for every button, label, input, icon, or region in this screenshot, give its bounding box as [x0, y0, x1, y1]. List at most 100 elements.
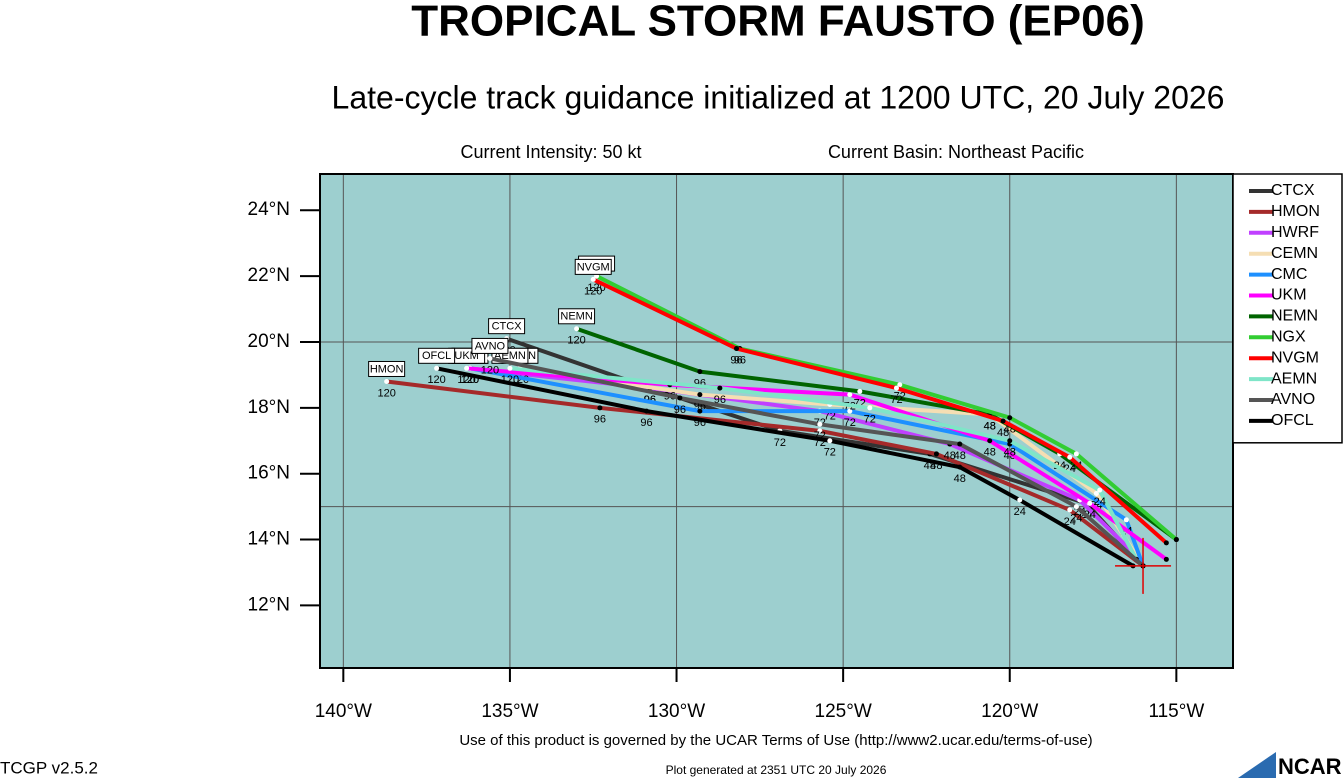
- track-point: [817, 421, 823, 427]
- y-tick-label: 24°N: [248, 199, 290, 220]
- track-point: [1093, 490, 1099, 496]
- legend-label: AEMN: [1271, 370, 1317, 387]
- track-point: [857, 388, 863, 394]
- model-label: CTCX: [492, 321, 523, 333]
- hour-label: 72: [864, 414, 876, 426]
- track-point: [897, 382, 903, 388]
- hour-label: 96: [734, 354, 746, 366]
- hour-label: 48: [954, 473, 966, 485]
- hour-label: 24: [1070, 513, 1082, 525]
- track-point: [384, 378, 390, 384]
- track-point: [487, 355, 493, 361]
- track-point: [434, 365, 440, 371]
- legend-label: NEMN: [1271, 308, 1318, 325]
- model-label: OFCL: [422, 350, 451, 362]
- legend-label: NVGM: [1271, 349, 1319, 366]
- x-tick-label: 125°W: [815, 701, 872, 722]
- track-point: [957, 441, 963, 447]
- x-tick-label: 130°W: [648, 701, 705, 722]
- model-box: [488, 318, 526, 335]
- track-point: [697, 392, 703, 398]
- track-line: [469, 366, 1145, 567]
- hour-label: 48: [944, 450, 956, 462]
- track-point: [1123, 517, 1129, 523]
- y-tick-label: 14°N: [248, 529, 290, 550]
- track-point: [893, 385, 899, 391]
- hour-label: 120: [377, 387, 395, 399]
- chart-subtitle: Late-cycle track guidance initialized at…: [332, 79, 1225, 115]
- track-point: [827, 438, 833, 444]
- track-point: [734, 346, 740, 352]
- model-label: NVGM: [577, 261, 610, 273]
- y-tick-label: 12°N: [248, 594, 290, 615]
- track-point: [1163, 556, 1169, 562]
- track-line: [592, 277, 1168, 545]
- legend-label: NGX: [1271, 329, 1306, 346]
- track-point: [1073, 451, 1079, 457]
- legend-label: OFCL: [1271, 412, 1314, 429]
- hour-label: 48: [1004, 447, 1016, 459]
- track-point: [1067, 507, 1073, 513]
- hour-label: 48: [954, 450, 966, 462]
- hour-label: 24: [1014, 506, 1026, 518]
- hour-label: 96: [674, 404, 686, 416]
- hour-label: 24: [1094, 496, 1106, 508]
- track-point: [697, 408, 703, 414]
- track-line: [489, 356, 1145, 568]
- hour-label: 120: [481, 364, 499, 376]
- y-tick-label: 20°N: [248, 331, 290, 352]
- x-tick-label: 115°W: [1148, 701, 1204, 722]
- basin: Current Basin: Northeast Pacific: [828, 142, 1084, 162]
- legend-label: CMC: [1271, 266, 1307, 283]
- track-point: [1097, 487, 1103, 493]
- track-line: [509, 366, 1139, 561]
- model-box: [574, 258, 612, 275]
- legend-label: HMON: [1271, 203, 1320, 220]
- track-point: [464, 365, 470, 371]
- track-point: [957, 464, 963, 470]
- terms: Use of this product is governed by the U…: [459, 732, 1092, 749]
- track-point: [677, 395, 683, 401]
- model-box: [471, 337, 509, 354]
- hour-label: 120: [584, 285, 602, 297]
- legend-label: AVNO: [1271, 391, 1315, 408]
- hour-label: 72: [774, 437, 786, 449]
- plot-area: [320, 174, 1233, 668]
- track-point: [1067, 454, 1073, 460]
- model-box: [558, 308, 596, 325]
- track-point: [697, 369, 703, 375]
- intensity: Current Intensity: 50 kt: [460, 142, 641, 162]
- hour-label: 48: [984, 447, 996, 459]
- track-point: [597, 405, 603, 411]
- logo-mark: [1238, 752, 1276, 778]
- track-point: [987, 438, 993, 444]
- hour-label: 72: [890, 394, 902, 406]
- y-tick-label: 22°N: [248, 265, 290, 286]
- track-point: [717, 385, 723, 391]
- hour-label: 120: [567, 335, 585, 347]
- track-point: [1173, 537, 1179, 543]
- x-tick-label: 140°W: [315, 701, 372, 722]
- track-point: [817, 428, 823, 434]
- hour-label: 48: [984, 420, 996, 432]
- track-point: [1000, 418, 1006, 424]
- track-point: [933, 451, 939, 457]
- track-line: [386, 379, 1145, 568]
- track-point: [1087, 500, 1093, 506]
- hour-label: 48: [984, 420, 996, 432]
- legend-label: UKM: [1271, 287, 1307, 304]
- x-tick-label: 120°W: [981, 701, 1038, 722]
- y-tick-label: 16°N: [248, 463, 290, 484]
- version: TCGP v2.5.2: [0, 758, 98, 777]
- hour-label: 48: [997, 427, 1009, 439]
- track-point: [1017, 497, 1023, 503]
- x-tick-label: 135°W: [481, 701, 538, 722]
- model-label: NEMN: [560, 311, 592, 323]
- hour-label: 24: [1064, 516, 1076, 528]
- model-box: [368, 360, 406, 377]
- chart-title: TROPICAL STORM FAUSTO (EP06): [411, 0, 1144, 46]
- track-point: [1163, 540, 1169, 546]
- hour-label: 96: [730, 354, 742, 366]
- track-point: [847, 408, 853, 414]
